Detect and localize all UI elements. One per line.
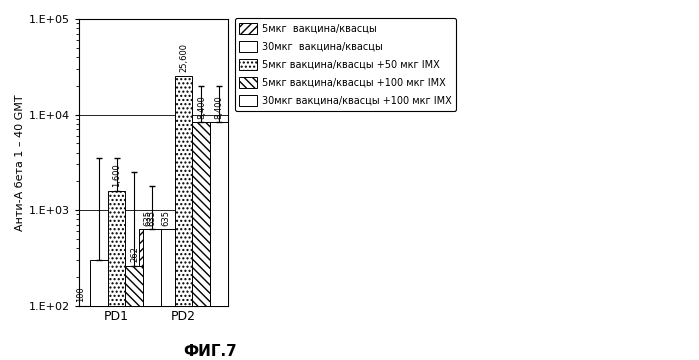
Bar	[210, 122, 228, 360]
Bar	[175, 76, 192, 360]
Text: 8,400: 8,400	[215, 95, 224, 118]
Text: 100: 100	[76, 287, 85, 302]
Bar	[139, 229, 157, 360]
Text: 635: 635	[143, 210, 152, 226]
Bar	[89, 260, 108, 360]
Text: 262: 262	[130, 247, 139, 262]
Text: 25,600: 25,600	[179, 43, 188, 72]
Bar	[192, 122, 210, 360]
Bar	[126, 266, 143, 360]
Text: 8,400: 8,400	[197, 95, 206, 118]
Text: ФИГ.7: ФИГ.7	[183, 345, 236, 359]
Text: 1,600: 1,600	[112, 163, 121, 187]
Legend: 5мкг  вакцина/квасцы, 30мкг  вакцина/квасцы, 5мкг вакцина/квасцы +50 мкг IMX, 5м: 5мкг вакцина/квасцы, 30мкг вакцина/квасц…	[235, 18, 456, 111]
Bar	[108, 190, 126, 360]
Text: 635: 635	[161, 210, 170, 226]
Bar	[157, 229, 175, 360]
Y-axis label: Анти-А бета 1 – 40 GMT: Анти-А бета 1 – 40 GMT	[15, 94, 25, 231]
Bar	[143, 229, 161, 360]
Text: 635: 635	[147, 210, 157, 226]
Bar	[72, 306, 89, 360]
